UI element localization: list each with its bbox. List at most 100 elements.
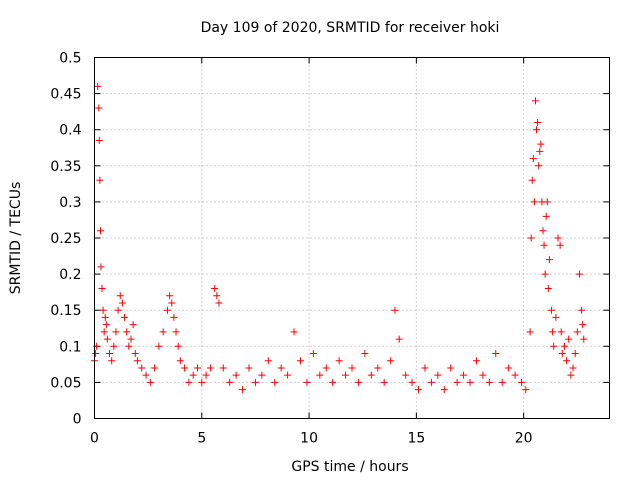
data-point xyxy=(98,285,106,293)
data-point xyxy=(316,371,324,379)
data-point xyxy=(408,378,416,386)
y-tick-label: 0.5 xyxy=(59,51,81,67)
data-point xyxy=(202,371,210,379)
data-point xyxy=(460,371,468,379)
data-point xyxy=(569,364,577,372)
data-point xyxy=(297,357,304,365)
data-point xyxy=(170,313,178,321)
data-point xyxy=(367,371,375,379)
tick-labels: 0 0.05 0.1 0.15 0.2 0.25 0.3 0.35 0.4 0.45 0.5 0 5 10… xyxy=(50,51,532,447)
data-point xyxy=(556,241,564,249)
data-point xyxy=(213,292,221,300)
data-point xyxy=(131,350,139,358)
chart-title: Day 109 of 2020, SRMTID for receiver hok… xyxy=(201,20,500,36)
data-point xyxy=(434,371,442,379)
data-point xyxy=(387,357,395,365)
data-point xyxy=(492,350,500,358)
data-point xyxy=(571,350,579,358)
data-point xyxy=(348,364,356,372)
y-tick-label: 0 xyxy=(73,412,82,428)
data-point xyxy=(415,386,423,394)
y-tick-label: 0.35 xyxy=(50,159,81,175)
data-point xyxy=(189,371,197,379)
data-points xyxy=(91,82,588,394)
x-axis-label: GPS time / hours xyxy=(291,459,408,475)
x-tick-label: 5 xyxy=(197,431,206,447)
data-point xyxy=(427,378,435,386)
data-point xyxy=(579,321,587,329)
data-point xyxy=(535,162,543,170)
x-tick-label: 20 xyxy=(515,431,533,447)
data-point xyxy=(536,147,544,155)
data-point xyxy=(123,328,131,336)
data-point xyxy=(374,364,382,372)
data-point xyxy=(166,292,174,300)
data-point xyxy=(558,350,566,358)
data-point xyxy=(498,378,506,386)
data-point xyxy=(391,306,399,314)
data-point xyxy=(472,357,480,365)
data-point xyxy=(447,364,455,372)
data-point xyxy=(505,364,513,372)
data-point xyxy=(181,364,189,372)
data-point xyxy=(361,350,369,358)
data-point xyxy=(168,299,176,307)
data-point xyxy=(545,256,553,264)
data-point xyxy=(531,97,539,105)
data-point xyxy=(575,270,583,278)
data-point xyxy=(239,386,247,394)
data-point xyxy=(174,342,182,350)
y-tick-label: 0.15 xyxy=(50,303,81,319)
y-tick-label: 0.05 xyxy=(50,375,81,391)
plot-frame xyxy=(94,57,610,419)
data-point xyxy=(185,378,193,386)
data-point xyxy=(549,328,557,336)
data-point xyxy=(172,328,180,336)
data-point xyxy=(114,306,122,314)
data-point xyxy=(215,299,223,307)
data-point xyxy=(527,234,535,242)
x-tick-label: 15 xyxy=(407,431,425,447)
data-point xyxy=(533,126,541,134)
data-point xyxy=(380,378,388,386)
data-point xyxy=(146,378,154,386)
data-point xyxy=(550,342,558,350)
data-point xyxy=(567,371,575,379)
data-point xyxy=(560,342,568,350)
y-tick-label: 0.1 xyxy=(59,339,81,355)
data-point xyxy=(129,321,137,329)
data-point xyxy=(552,313,560,321)
data-point xyxy=(95,104,103,112)
data-point xyxy=(127,335,135,343)
data-point xyxy=(578,306,586,314)
data-point xyxy=(251,378,259,386)
data-point xyxy=(232,371,240,379)
data-point xyxy=(479,371,487,379)
data-point xyxy=(322,364,330,372)
data-point xyxy=(219,364,227,372)
data-point xyxy=(100,328,108,336)
data-point xyxy=(271,378,279,386)
data-point xyxy=(116,292,124,300)
data-point xyxy=(453,378,461,386)
x-tick-label: 0 xyxy=(90,431,99,447)
data-point xyxy=(198,378,206,386)
data-point xyxy=(335,357,343,365)
data-point xyxy=(108,357,116,365)
y-tick-label: 0.25 xyxy=(50,231,81,247)
data-point xyxy=(118,299,126,307)
data-point xyxy=(554,234,562,242)
data-point xyxy=(573,328,581,336)
data-point xyxy=(226,378,234,386)
data-point xyxy=(530,198,538,206)
data-point xyxy=(540,241,548,249)
data-point xyxy=(264,357,272,365)
data-point xyxy=(277,364,285,372)
data-point xyxy=(245,364,253,372)
data-point xyxy=(485,378,493,386)
data-point xyxy=(176,357,184,365)
data-point xyxy=(159,328,167,336)
data-point xyxy=(110,342,118,350)
data-point xyxy=(309,350,317,358)
